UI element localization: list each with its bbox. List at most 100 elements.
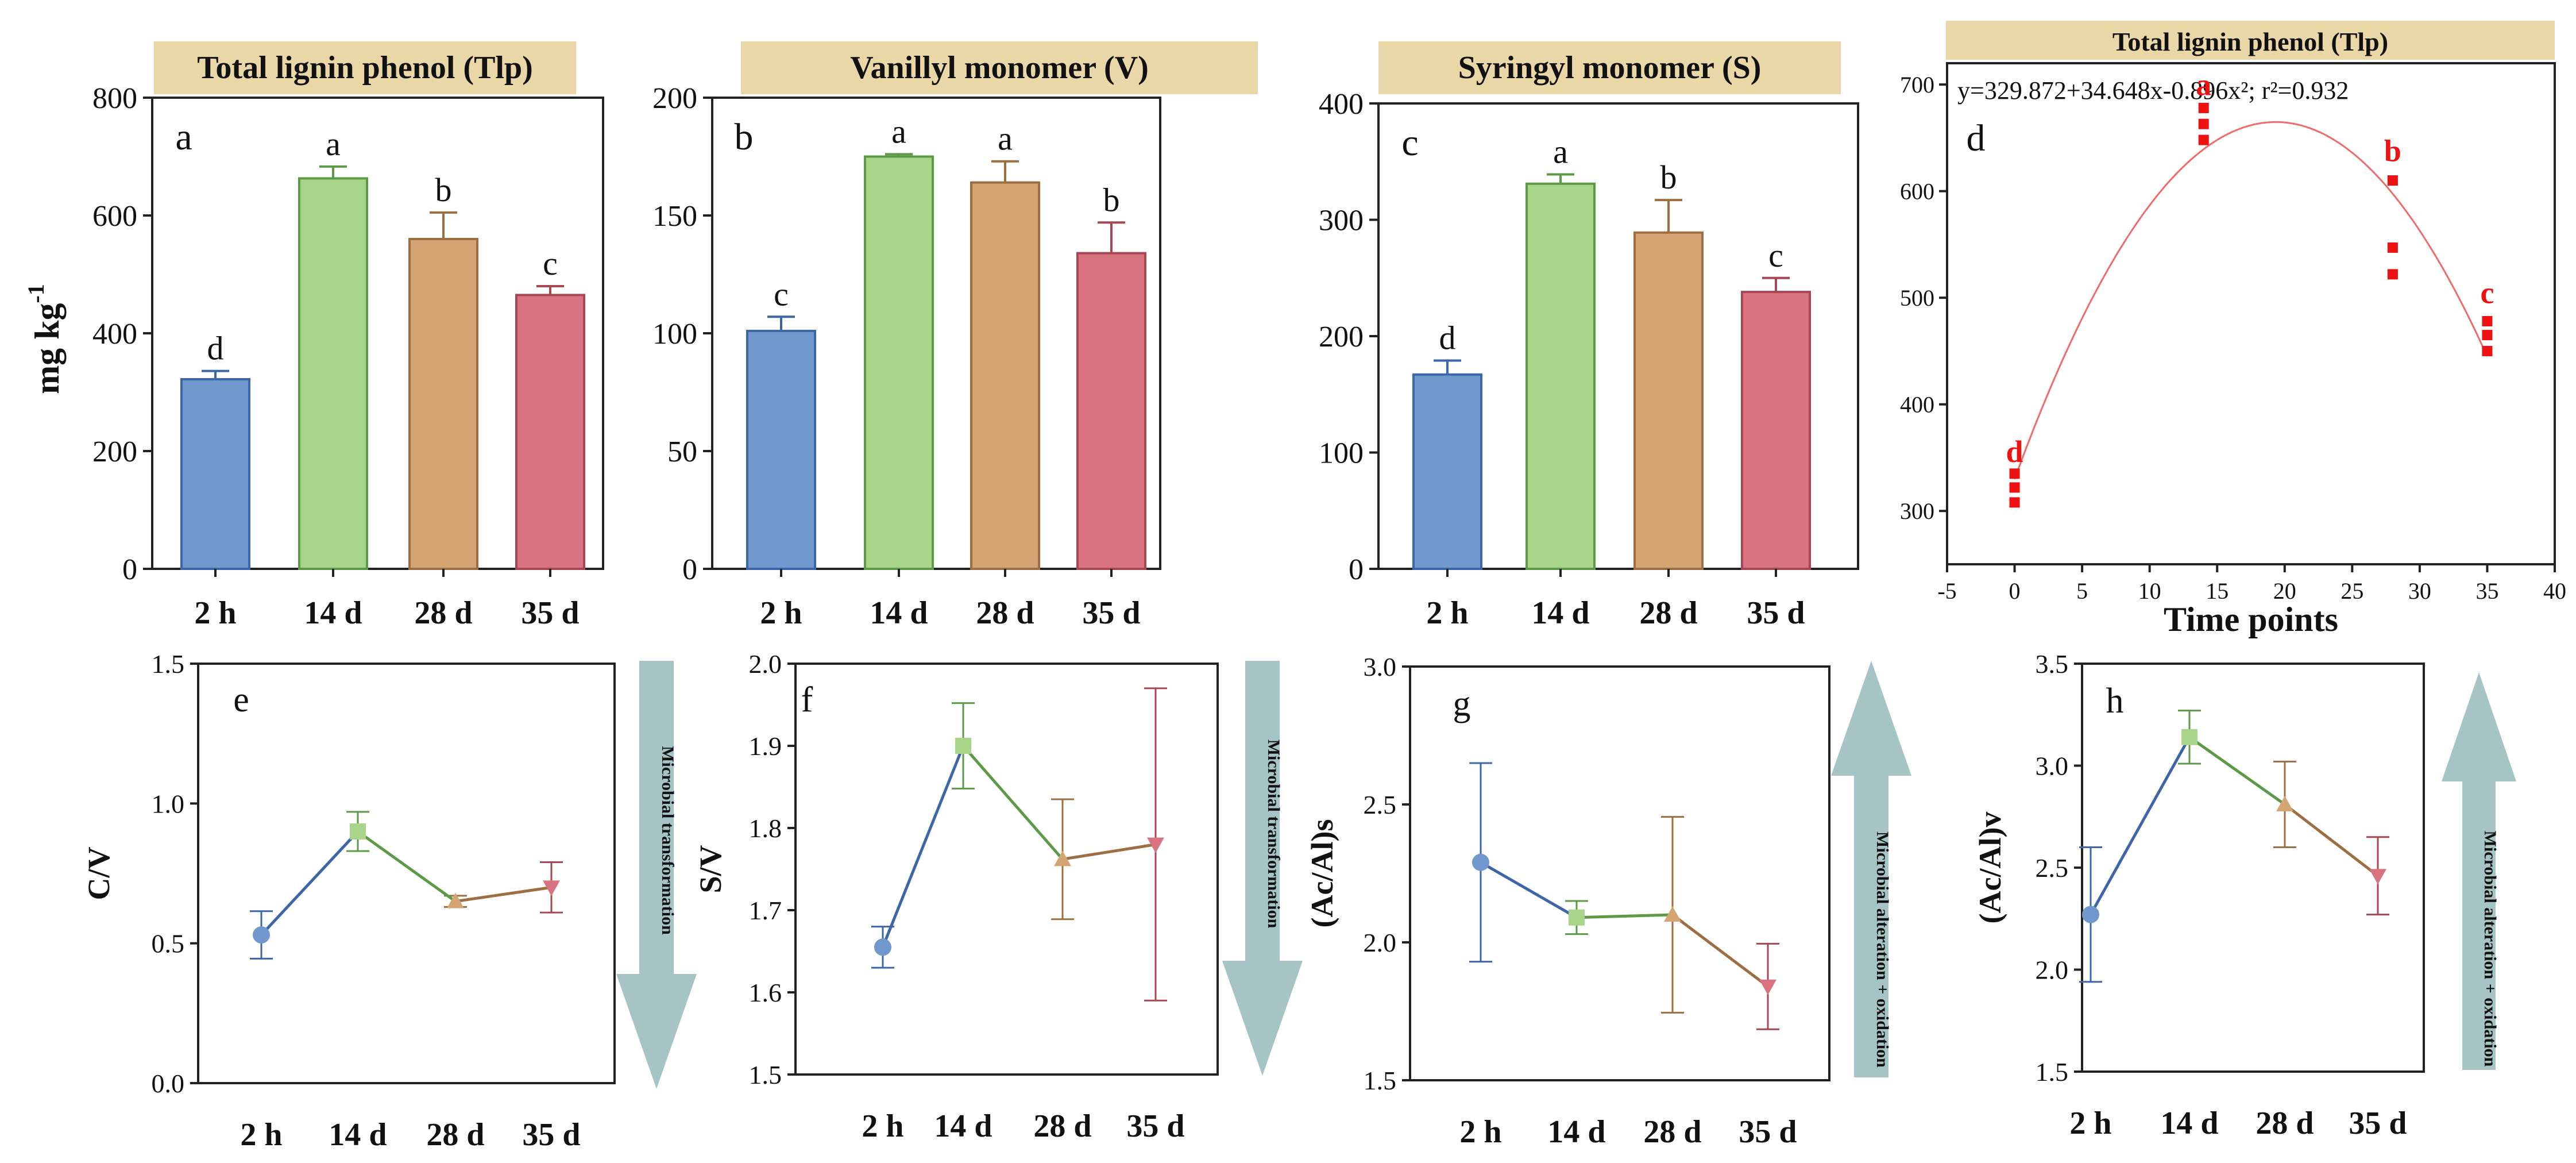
x-tick-label: 2 h <box>2069 1106 2111 1141</box>
bar <box>515 294 585 570</box>
x-tick-label: 30 <box>2408 578 2431 604</box>
panel-a-title: Total lignin phenol (Tlp) <box>197 50 533 86</box>
data-point <box>1054 850 1071 867</box>
y-tick-label: 200 <box>92 436 137 468</box>
data-point <box>350 823 366 839</box>
panel-d-letter: d <box>1967 117 1986 159</box>
series-segment <box>962 745 1064 860</box>
panel-d-plot-frame <box>1946 62 2556 565</box>
panel-c-title-box <box>1378 41 1841 94</box>
data-point <box>874 938 891 956</box>
panel-g-letter: g <box>1453 684 1471 723</box>
data-point <box>2387 269 2398 280</box>
y-tick-label: 300 <box>1900 498 1934 524</box>
y-tick-label: 150 <box>652 200 697 233</box>
y-tick-label: 3.0 <box>2036 752 2069 781</box>
x-tick-label: 2 h <box>240 1117 282 1153</box>
panel-a-letter: a <box>175 116 192 158</box>
y-tick-label: 1.9 <box>749 731 782 761</box>
data-point <box>2387 242 2398 253</box>
y-tick-label: 2.0 <box>2036 956 2069 985</box>
panel-h-letter: h <box>2106 681 2124 721</box>
arrow-label: Microbial transformation <box>1264 740 1283 929</box>
data-point <box>1664 906 1681 922</box>
data-point <box>2198 102 2209 113</box>
data-point <box>955 738 971 754</box>
y-tick-label: 100 <box>1319 437 1364 470</box>
x-tick-label: 35 d <box>1082 595 1140 631</box>
panel-d: Total lignin phenol (Tlp) y=329.872+34.64… <box>1900 21 2566 638</box>
series-segment <box>2188 735 2286 806</box>
x-tick-label: 35 d <box>1126 1108 1184 1144</box>
y-tick-label: 100 <box>652 318 697 351</box>
arrow-label: Microbial alteration + oxidation <box>1873 831 1892 1068</box>
panel-e: e 0.0 0.5 1.0 1.5 C/V 2 h 14 d 28 d 35 d Microbial… <box>82 649 697 1153</box>
y-tick-label: 3.5 <box>2036 649 2069 679</box>
bar <box>1076 252 1146 571</box>
y-tick-label: 200 <box>1319 321 1364 353</box>
y-tick-label: 0.0 <box>152 1069 185 1098</box>
significance-letter: b <box>2384 134 2401 168</box>
series-segment <box>1671 914 1769 988</box>
series-segment <box>260 830 359 936</box>
series-segment <box>357 830 457 903</box>
x-tick-label: 2 h <box>760 595 802 631</box>
panel-c-title: Syringyl monomer (S) <box>1458 50 1762 86</box>
x-tick-label: 28 d <box>1033 1108 1091 1144</box>
regression-equation: y=329.872+34.648x-0.896x²; r²=0.932 <box>1957 76 2349 105</box>
y-tick-label: 2.5 <box>2036 853 2069 883</box>
panel-b-title: Vanillyl monomer (V) <box>850 50 1149 86</box>
x-tick-label: 35 d <box>2349 1106 2407 1141</box>
y-tick-label: 1.5 <box>1364 1066 1397 1095</box>
bar <box>408 238 478 570</box>
x-tick-label: 28 d <box>1639 595 1697 631</box>
data-point <box>2369 869 2386 885</box>
y-tick-label: 2.0 <box>1364 928 1397 957</box>
x-tick-label: 25 <box>2341 578 2363 604</box>
data-point <box>1759 979 1776 995</box>
series-segment <box>1576 913 1673 919</box>
x-axis-label: Time points <box>2164 600 2338 638</box>
x-tick-label: 35 d <box>1747 595 1805 631</box>
significance-letter: c <box>1768 237 1783 274</box>
y-tick-label: 500 <box>1900 285 1934 311</box>
series-segment <box>1062 843 1156 861</box>
significance-letter: a <box>998 120 1013 157</box>
x-tick-label: 14 d <box>934 1108 992 1144</box>
y-axis-label-mg-sup: -1 <box>23 284 49 303</box>
panel-d-title-box <box>1946 21 2555 60</box>
trend-arrow-up <box>2442 672 2516 1070</box>
bar <box>1741 291 1811 570</box>
bar <box>746 329 816 571</box>
x-tick-label: 40 <box>2543 578 2566 604</box>
panel-a: Total lignin phenol (Tlp)a0200400600800d… <box>92 41 604 631</box>
series-segment <box>881 745 965 948</box>
x-tick-label: 2 h <box>194 595 236 631</box>
data-point <box>543 880 560 896</box>
panel-b-title-box <box>741 41 1258 94</box>
panel-h: h 1.5 2.0 2.5 3.0 3.5 (Ac/Al)v 2 h 14 d 28 d 35 d M… <box>1973 649 2516 1141</box>
data-point <box>2009 468 2020 479</box>
y-tick-label: 800 <box>92 82 137 115</box>
y-tick-label: 400 <box>1319 88 1364 121</box>
panel-c: Syringyl monomer (S) c 0 100 200 300 400 d 2 h a 1… <box>1319 41 1859 631</box>
significance-letter: c <box>774 275 789 313</box>
significance-letter: b <box>1660 159 1677 196</box>
y-tick-label: 1.0 <box>152 789 185 818</box>
significance-letter: a <box>2196 68 2211 102</box>
trend-arrow-up <box>1831 661 1911 1077</box>
y-tick-label: 1.8 <box>749 814 782 843</box>
data-point <box>2082 906 2099 923</box>
panel-h-y-axis-label: (Ac/Al)v <box>1973 812 2007 924</box>
x-tick-label: 14 d <box>2160 1106 2218 1141</box>
significance-letter: c <box>2480 275 2494 310</box>
y-tick-label: 2.0 <box>749 649 782 679</box>
y-axis-label-mg-text: mg kg <box>28 303 66 394</box>
panel-g-y-axis-label: (Ac/Al)s <box>1305 819 1339 928</box>
data-point <box>1569 909 1585 926</box>
data-point <box>1472 853 1489 871</box>
trend-arrow-down <box>616 661 697 1089</box>
significance-letter: b <box>1103 181 1120 218</box>
y-tick-label: 1.5 <box>152 649 185 679</box>
